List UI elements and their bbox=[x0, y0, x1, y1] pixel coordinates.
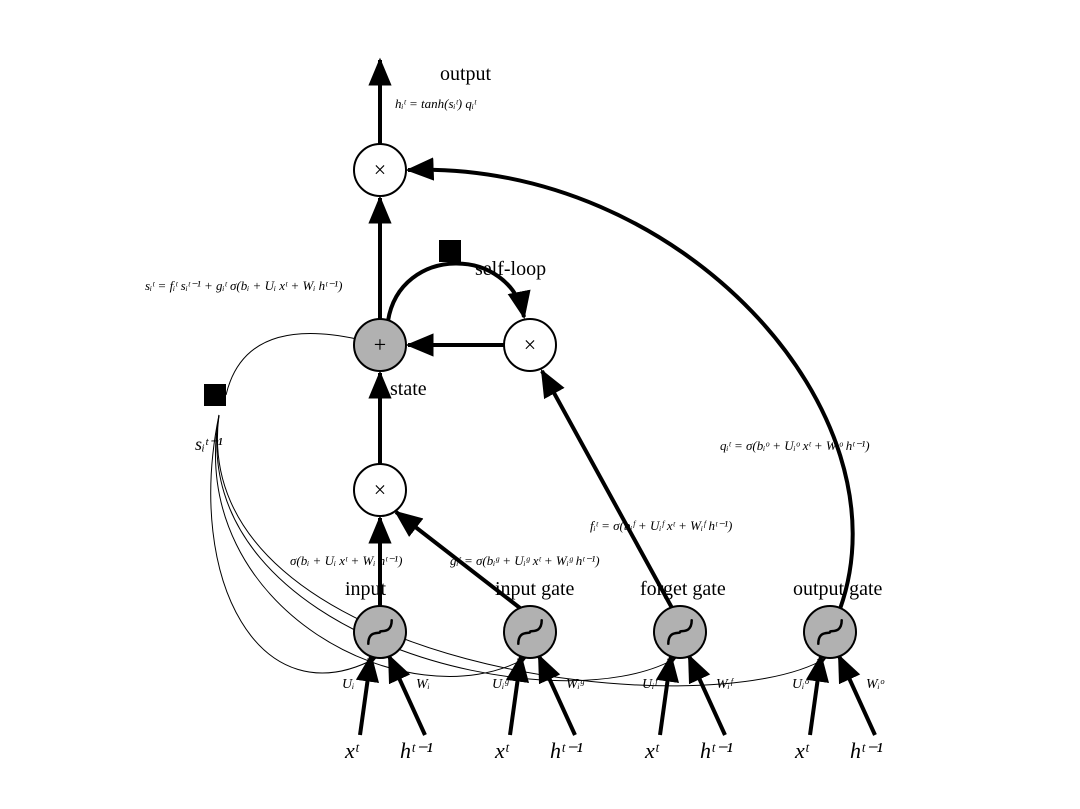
edge-state-to-prevsq bbox=[226, 333, 357, 395]
label-input_gate: input gate bbox=[495, 578, 575, 600]
label-state: state bbox=[390, 378, 427, 400]
svg-text:×: × bbox=[524, 332, 536, 357]
equation-h: hᵢᵗ = tanh(sᵢᵗ) qᵢᵗ bbox=[395, 96, 477, 111]
node-loop_mul: × bbox=[504, 319, 556, 371]
edge-xt-3 bbox=[810, 656, 821, 735]
equation-sprev: sᵢᵗ⁻¹ bbox=[195, 434, 223, 454]
equation-sigma_in: σ(bᵢ + Uᵢ xᵗ + Wᵢ hᵗ⁻¹) bbox=[290, 553, 402, 568]
lstm-cell-diagram: × + × × output self-loop state input input gate… bbox=[0, 0, 1080, 809]
node-state_plus: + bbox=[354, 319, 406, 371]
svg-text:×: × bbox=[374, 477, 386, 502]
weight-W-1: Wᵢᵍ bbox=[566, 677, 585, 692]
input-var-1: hᵗ⁻¹ bbox=[400, 738, 433, 763]
equation-f: fᵢᵗ = σ(bᵢᶠ + Uᵢᶠ xᵗ + Wᵢᶠ hᵗ⁻¹) bbox=[590, 518, 732, 533]
edge-xt-1 bbox=[510, 656, 521, 735]
input-var-7: hᵗ⁻¹ bbox=[850, 738, 883, 763]
node-sig_ogate bbox=[804, 606, 856, 658]
label-forget_gate: forget gate bbox=[640, 578, 726, 600]
label-output: output bbox=[440, 63, 492, 85]
nodes: × + × × bbox=[354, 144, 856, 658]
svg-text:×: × bbox=[374, 157, 386, 182]
node-in_mul: × bbox=[354, 464, 406, 516]
input-var-6: xᵗ bbox=[794, 738, 810, 763]
label-input: input bbox=[345, 578, 387, 600]
weight-W-2: Wᵢᶠ bbox=[716, 677, 735, 692]
label-selfloop: self-loop bbox=[475, 258, 546, 280]
label-output_gate: output gate bbox=[793, 578, 883, 600]
edge-fgate-to-loopmul bbox=[542, 371, 672, 608]
edge-ht-1 bbox=[539, 656, 575, 735]
edge-ht-3 bbox=[839, 656, 875, 735]
input-var-3: hᵗ⁻¹ bbox=[550, 738, 583, 763]
edge-ht-2 bbox=[689, 656, 725, 735]
weight-U-2: Uᵢᶠ bbox=[642, 677, 659, 692]
input-var-2: xᵗ bbox=[494, 738, 510, 763]
weight-U-3: Uᵢᵒ bbox=[792, 677, 809, 692]
weight-U-0: Uᵢ bbox=[342, 677, 354, 692]
node-out_mul: × bbox=[354, 144, 406, 196]
delay-square-prevstate_sq bbox=[204, 384, 226, 406]
node-sig_fgate bbox=[654, 606, 706, 658]
text-labels: output self-loop state input input gate forge… bbox=[145, 63, 885, 763]
input-var-0: xᵗ bbox=[344, 738, 360, 763]
edge-xt-0 bbox=[360, 656, 371, 735]
edge-prevstate-to-sig_input bbox=[211, 415, 376, 673]
svg-text:+: + bbox=[374, 332, 386, 357]
equation-s: sᵢᵗ = fᵢᵗ sᵢᵗ⁻¹ + gᵢᵗ σ(bᵢ + Uᵢ xᵗ + Wᵢ … bbox=[145, 278, 342, 293]
weight-W-0: Wᵢ bbox=[416, 677, 430, 692]
weight-W-3: Wᵢᵒ bbox=[866, 677, 885, 692]
delay-square-selfloop_sq bbox=[439, 240, 461, 262]
equation-g: gᵢᵗ = σ(bᵢᵍ + Uᵢᵍ xᵗ + Wᵢᵍ hᵗ⁻¹) bbox=[450, 553, 600, 568]
edges-thick bbox=[360, 60, 875, 735]
equation-q: qᵢᵗ = σ(bᵢᵒ + Uᵢᵒ xᵗ + Wᵢᵒ hᵗ⁻¹) bbox=[720, 438, 870, 453]
edge-xt-2 bbox=[660, 656, 671, 735]
edge-prevstate-to-sig_fgate bbox=[217, 415, 676, 681]
edge-ht-0 bbox=[389, 656, 425, 735]
input-var-4: xᵗ bbox=[644, 738, 660, 763]
weight-U-1: Uᵢᵍ bbox=[492, 677, 509, 692]
node-sig_input bbox=[354, 606, 406, 658]
node-sig_igate bbox=[504, 606, 556, 658]
input-var-5: hᵗ⁻¹ bbox=[700, 738, 733, 763]
edge-ogate-to-outmul bbox=[408, 170, 853, 609]
